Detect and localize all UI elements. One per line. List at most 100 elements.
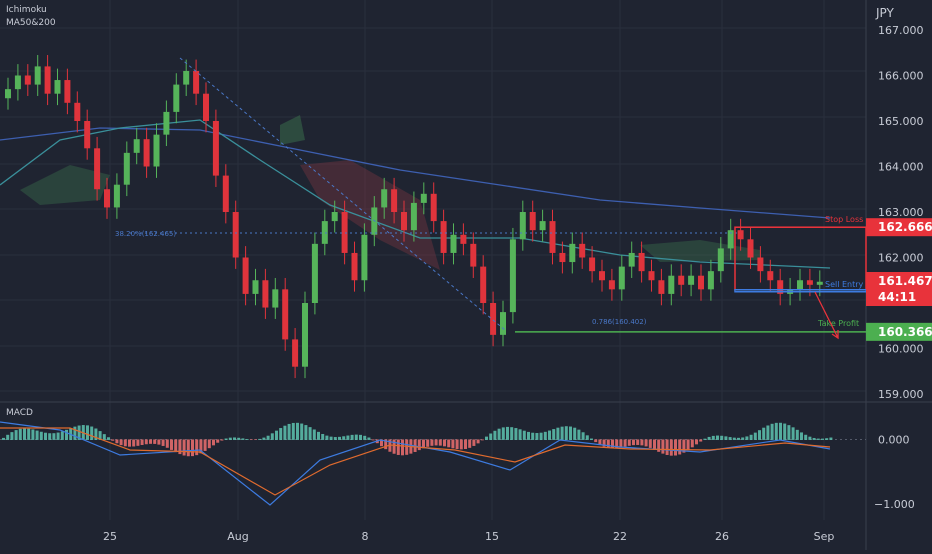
macd-bar	[65, 429, 68, 440]
macd-bar	[216, 439, 220, 443]
macd-bar	[787, 425, 791, 440]
macd-histogram	[2, 422, 833, 457]
candle-body	[470, 243, 477, 267]
candle-body	[688, 275, 695, 285]
macd-bar	[678, 439, 682, 455]
x-tick-label: 26	[715, 530, 729, 543]
macd-bar	[296, 422, 299, 440]
indicator-ma-label: MA50&200	[6, 18, 56, 28]
macd-bar	[153, 439, 157, 444]
macd-bar	[380, 439, 383, 447]
macd-bar	[354, 434, 358, 440]
macd-bar	[741, 437, 745, 440]
candle-body	[806, 280, 813, 285]
macd-bar	[430, 439, 434, 446]
candle-body	[84, 121, 91, 149]
macd-bar	[174, 439, 178, 453]
macd-bar	[220, 439, 224, 441]
macd-bar	[77, 425, 81, 440]
macd-bar	[556, 427, 560, 440]
macd-bar	[321, 433, 325, 440]
macd-bar	[199, 439, 203, 454]
currency-label: JPY	[875, 6, 895, 20]
macd-bar	[804, 434, 808, 440]
macd-bar	[493, 430, 497, 440]
macd-bar	[312, 429, 316, 440]
price-tick-label: 166.000	[878, 70, 924, 83]
macd-bar	[346, 435, 350, 440]
macd-bar	[640, 439, 644, 446]
candle-body	[54, 80, 61, 94]
macd-bar	[258, 438, 262, 440]
macd-bar	[10, 432, 14, 440]
macd-bar	[485, 436, 488, 440]
macd-bar	[308, 427, 312, 440]
macd-label: MACD	[6, 408, 33, 418]
macd-bar	[119, 439, 123, 446]
fib-382-label: 38.20%(162.465)	[115, 230, 176, 238]
macd-bar	[140, 439, 144, 445]
macd-bar	[18, 428, 22, 440]
macd-bar	[359, 434, 362, 440]
macd-bar	[249, 439, 253, 441]
macd-bar	[527, 431, 530, 440]
candle-body	[252, 280, 259, 294]
macd-bar	[606, 439, 610, 448]
candle-body	[440, 221, 447, 253]
take-profit-label: Take Profit	[817, 319, 859, 328]
macd-bar	[115, 439, 119, 444]
candle-body	[539, 221, 546, 231]
candle-body	[272, 289, 279, 308]
candle-body	[163, 111, 170, 135]
x-tick-label: Sep	[814, 530, 835, 543]
macd-bar	[573, 427, 577, 440]
candle-body	[816, 281, 823, 285]
candle-body	[193, 70, 200, 94]
ichimoku-cloud-bullish	[20, 165, 110, 205]
macd-bar	[342, 436, 346, 440]
macd-bar	[812, 437, 816, 440]
macd-bar	[468, 439, 472, 448]
macd-bar	[52, 433, 56, 440]
macd-bar	[501, 427, 505, 440]
price-tick-label: 162.000	[878, 252, 924, 265]
signal-line	[0, 427, 831, 496]
candle-body	[232, 212, 239, 258]
candles	[5, 55, 823, 379]
macd-bar	[434, 439, 438, 446]
macd-bar	[476, 439, 480, 444]
macd-bar	[191, 439, 194, 457]
candle-body	[698, 275, 704, 290]
macd-bar	[270, 433, 274, 440]
macd-bar	[23, 428, 26, 440]
candle-body	[24, 75, 31, 85]
target-arrow	[814, 291, 839, 340]
candle-body	[123, 152, 130, 185]
candle-body	[391, 189, 398, 212]
macd-bar	[123, 439, 127, 447]
macd-bar	[94, 428, 98, 440]
candle-body	[707, 271, 714, 290]
macd-bar	[39, 431, 43, 440]
fib-trend-line	[179, 57, 506, 331]
macd-bar	[300, 423, 304, 440]
macd-bar	[170, 439, 173, 450]
macd-tick-label: 0.000	[878, 433, 910, 446]
macd-tick-label: −1.000	[874, 498, 915, 511]
macd-bar	[464, 439, 467, 450]
macd-bar	[56, 432, 60, 440]
sell-entry-label: Sell Entry	[825, 280, 864, 289]
macd-bar	[682, 439, 686, 453]
candle-body	[618, 266, 625, 290]
macd-bar	[661, 439, 665, 454]
candle-body	[321, 221, 328, 244]
macd-bar	[426, 439, 430, 447]
candle-body	[5, 89, 11, 99]
candle-body	[757, 257, 764, 272]
macd-bar	[569, 426, 572, 440]
macd-bar	[203, 439, 207, 451]
candle-body	[420, 193, 427, 203]
